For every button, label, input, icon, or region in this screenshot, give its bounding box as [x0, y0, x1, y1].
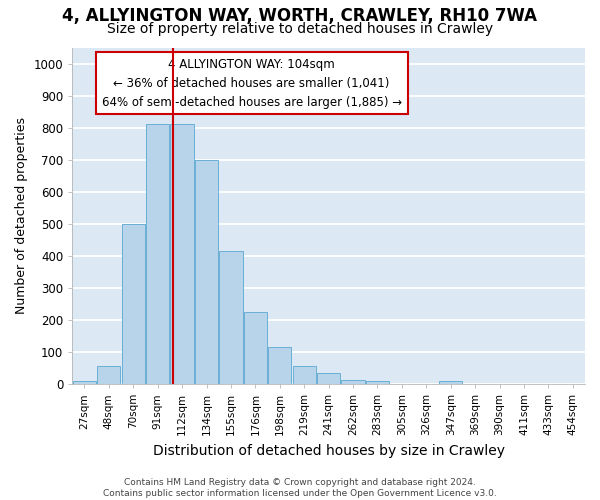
Bar: [170, 124, 194, 384]
Bar: [317, 373, 340, 384]
Y-axis label: Number of detached properties: Number of detached properties: [15, 118, 28, 314]
Text: 4 ALLYINGTON WAY: 104sqm
← 36% of detached houses are smaller (1,041)
64% of sem: 4 ALLYINGTON WAY: 104sqm ← 36% of detach…: [101, 58, 402, 108]
Bar: [293, 366, 316, 384]
Bar: [195, 160, 218, 384]
Bar: [97, 366, 121, 384]
Text: Size of property relative to detached houses in Crawley: Size of property relative to detached ho…: [107, 22, 493, 36]
Bar: [268, 347, 292, 384]
Bar: [366, 381, 389, 384]
X-axis label: Distribution of detached houses by size in Crawley: Distribution of detached houses by size …: [152, 444, 505, 458]
Bar: [122, 224, 145, 384]
Bar: [220, 251, 242, 384]
Bar: [244, 312, 267, 384]
Text: 4, ALLYINGTON WAY, WORTH, CRAWLEY, RH10 7WA: 4, ALLYINGTON WAY, WORTH, CRAWLEY, RH10 …: [62, 8, 538, 26]
Bar: [341, 380, 365, 384]
Bar: [146, 124, 169, 384]
Bar: [73, 382, 96, 384]
Bar: [439, 382, 462, 384]
Text: Contains HM Land Registry data © Crown copyright and database right 2024.
Contai: Contains HM Land Registry data © Crown c…: [103, 478, 497, 498]
